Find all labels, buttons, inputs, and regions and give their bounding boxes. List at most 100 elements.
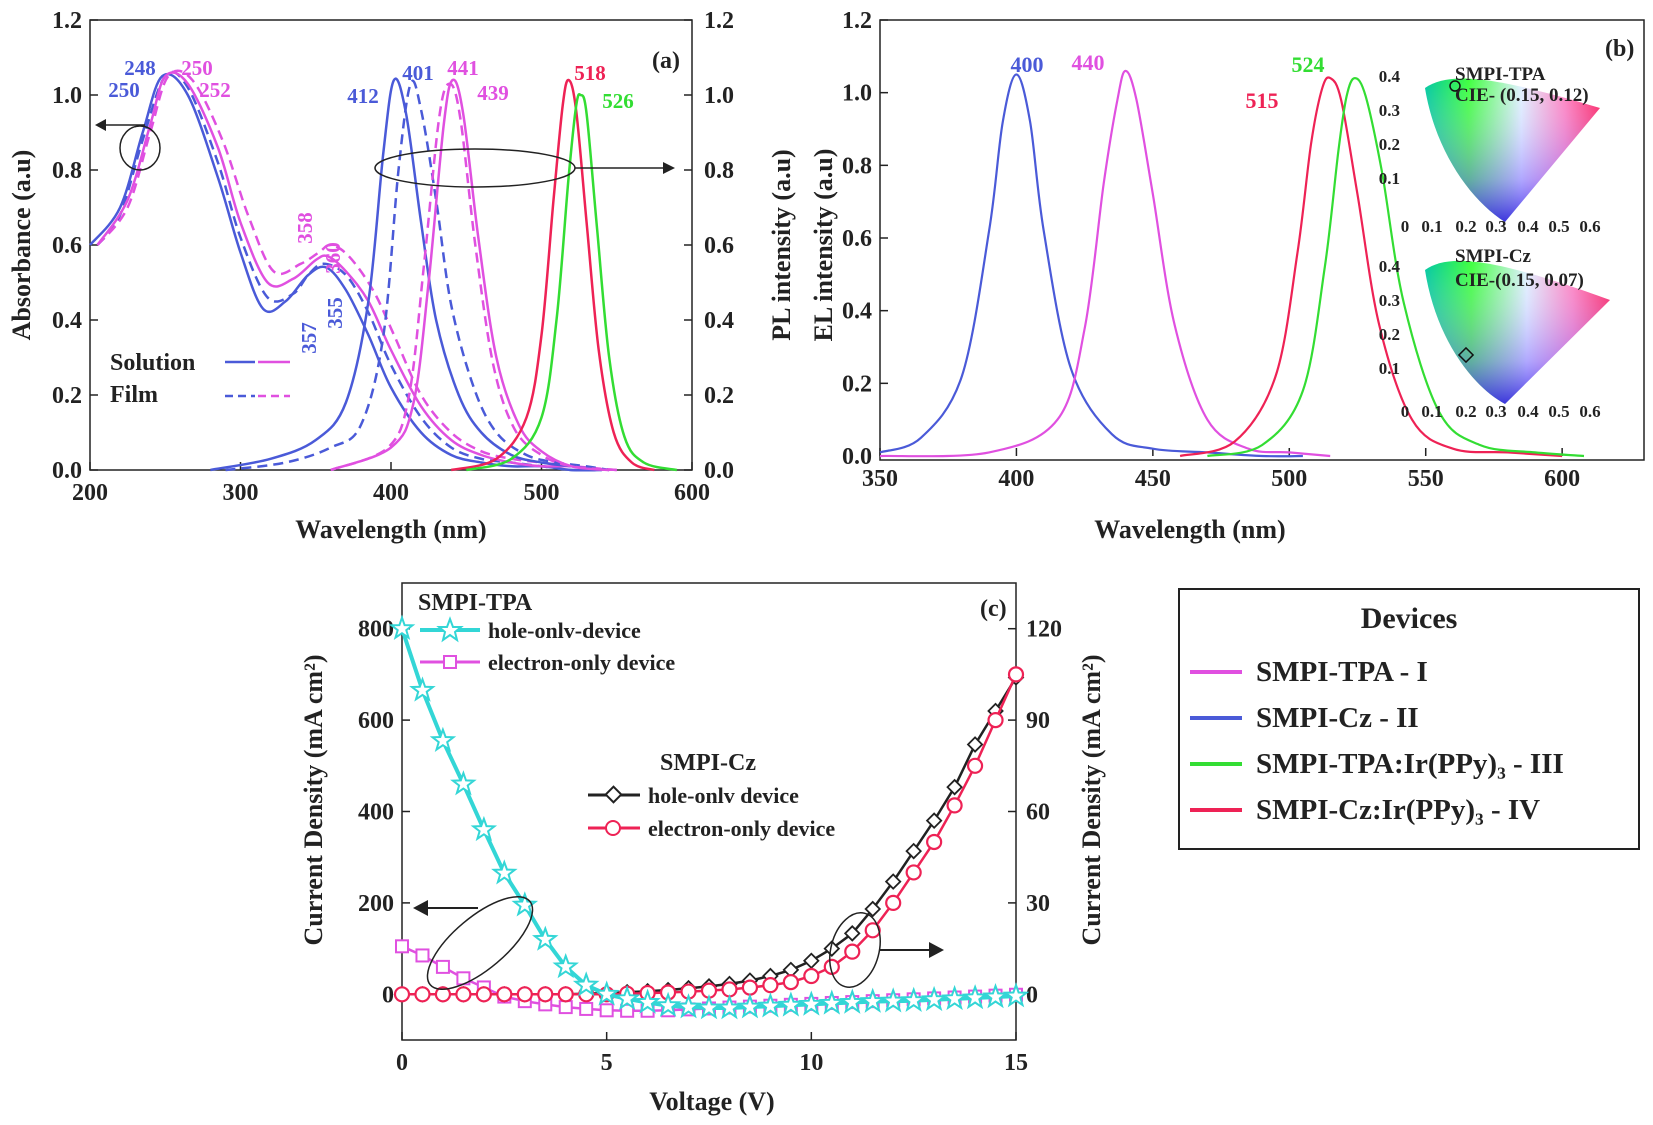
circle-marker (844, 943, 861, 960)
cie-1-ytick-2: 0.3 (1379, 101, 1400, 120)
series-line-pl-solid (330, 78, 610, 472)
devices-legend: Devices SMPI-TPA - I SMPI-Cz - II SMPI-T… (1178, 588, 1640, 850)
circle-marker (905, 864, 922, 881)
panel-a-chart: 200 300 400 500 6000.00.20.40.60.81.01.20.00… (7, 8, 796, 544)
peak-label: 518 (574, 61, 606, 85)
star-marker (757, 992, 784, 1018)
square-marker (435, 959, 450, 974)
y-tick-label-right: 90 (1026, 708, 1050, 734)
x-tick-label: 600 (674, 480, 710, 506)
square-marker (599, 1003, 614, 1018)
y-tick-label-left: 200 (358, 891, 394, 917)
x-tick-label: 300 (223, 480, 259, 506)
panel-b-xlabel: Wavelength (nm) (1094, 515, 1285, 544)
series-line-pl-solid (210, 77, 602, 472)
y-tick-label-right: 30 (1026, 891, 1050, 917)
circle-marker (803, 967, 820, 985)
panel-a-legend-solution: Solution (110, 350, 195, 376)
circle-marker (864, 922, 881, 939)
peak-label: 439 (477, 81, 509, 105)
panel-c-chart: 0 5 10 15 0 200 400 600 800 0 30 60 90 120 (c) Voltag… (299, 582, 1106, 1116)
cie-x-tick-label: 0.5 (1548, 402, 1569, 421)
diamond-marker (802, 952, 820, 970)
panel-a-series (89, 69, 678, 472)
panel-a-right-axis-ellipse (374, 148, 576, 188)
y-tick-label-left: 600 (358, 708, 394, 734)
diamond-marker (905, 842, 923, 860)
cie-2-ytick-1: 0.4 (1379, 257, 1401, 276)
panel-b-series (879, 69, 1585, 458)
star-marker (572, 971, 600, 997)
series-line-abs-dashed (96, 69, 617, 472)
peak-label: 412 (347, 84, 379, 108)
star-marker (859, 987, 887, 1013)
panel-c-left-axis-ellipse (426, 895, 534, 991)
cie-x-tick-label: 0.5 (1548, 217, 1569, 236)
cie-x-tick-label: 0.6 (1579, 402, 1600, 421)
devices-legend-item: SMPI-Cz:Ir(PPy)₃ - IV (1190, 790, 1540, 830)
y-tick-label-right: 0.8 (704, 158, 734, 184)
peak-label: 440 (1072, 50, 1105, 75)
peak-label: 358 (293, 212, 317, 244)
x-tick-label: 400 (998, 466, 1034, 492)
cie-inset-2-coords: CIE-(0.15, 0.07) (1455, 270, 1584, 291)
devices-legend-item: SMPI-TPA:Ir(PPy)₃ - III (1190, 744, 1564, 784)
y-tick-label: 0.2 (842, 371, 872, 397)
diamond-marker (864, 900, 882, 918)
devices-legend-item: SMPI-Cz - II (1190, 698, 1419, 738)
star-marker (491, 859, 518, 885)
x-tick-label: 5 (601, 1050, 613, 1076)
diamond-marker (884, 873, 902, 890)
y-tick-label-left: 0.0 (52, 458, 82, 484)
panel-a-left-arrowhead (95, 119, 106, 131)
devices-legend-label: SMPI-Cz - II (1256, 701, 1419, 734)
cie-x-tick-label: 0.3 (1485, 217, 1506, 236)
panel-c-left-arrowhead (413, 900, 428, 916)
devices-legend-title: Devices (1360, 602, 1458, 635)
y-tick-label: 0.8 (842, 153, 872, 179)
panel-a-xlabel: Wavelength (nm) (295, 515, 486, 544)
cie-inset-1-label: SMPI-TPA (1455, 64, 1546, 85)
circle-marker (885, 894, 902, 912)
star-marker (920, 985, 948, 1012)
y-tick-label: 0.0 (842, 444, 872, 470)
y-tick-label-right: 1.2 (704, 8, 734, 34)
y-tick-label-left: 0.6 (52, 233, 82, 259)
y-tick-label-right: 0.6 (704, 233, 734, 259)
circle-marker (741, 979, 759, 996)
cie-x-tick-label: 0.3 (1485, 402, 1506, 421)
star-marker (777, 991, 805, 1017)
star-marker (818, 989, 846, 1015)
x-tick-label: 0 (396, 1050, 408, 1076)
circle-marker (414, 986, 431, 1003)
panel-a-right-arrowhead (663, 162, 675, 174)
peak-label: 252 (199, 78, 231, 102)
square-marker (415, 948, 430, 963)
cie-2-ytick-3: 0.2 (1379, 325, 1400, 344)
legend-c-cz-electron-circle (605, 820, 621, 836)
y-tick-label-left: 1.0 (52, 83, 82, 109)
cie-gamut-1-shade (1425, 78, 1600, 223)
x-tick-label: 600 (1544, 466, 1580, 492)
star-marker (532, 925, 559, 951)
panel-b-annotations: 400 440 515 524 (1011, 50, 1325, 113)
series-line-pl-dashed (225, 79, 610, 472)
peak-label: 250 (181, 56, 213, 80)
peak-label: 400 (1011, 52, 1044, 77)
panel-c-xlabel: Voltage (V) (649, 1087, 774, 1116)
panel-c-ylabel-right: Current Density (mA cm²) (1077, 654, 1106, 945)
diamond-marker (925, 812, 943, 829)
panel-a-legend-film: Film (110, 382, 158, 408)
panel-a-ylabel-left: Absorbance (a.u) (7, 150, 36, 341)
star-marker (388, 614, 416, 640)
x-tick-label: 500 (1271, 466, 1307, 492)
peak-label: 360 (321, 242, 345, 274)
peak-label: 401 (402, 61, 434, 85)
x-tick-label: 500 (524, 480, 560, 506)
x-tick-label: 450 (1135, 466, 1171, 492)
square-marker (620, 1003, 635, 1018)
x-tick-label: 15 (1004, 1050, 1028, 1076)
panel-c-series (388, 614, 1030, 1020)
